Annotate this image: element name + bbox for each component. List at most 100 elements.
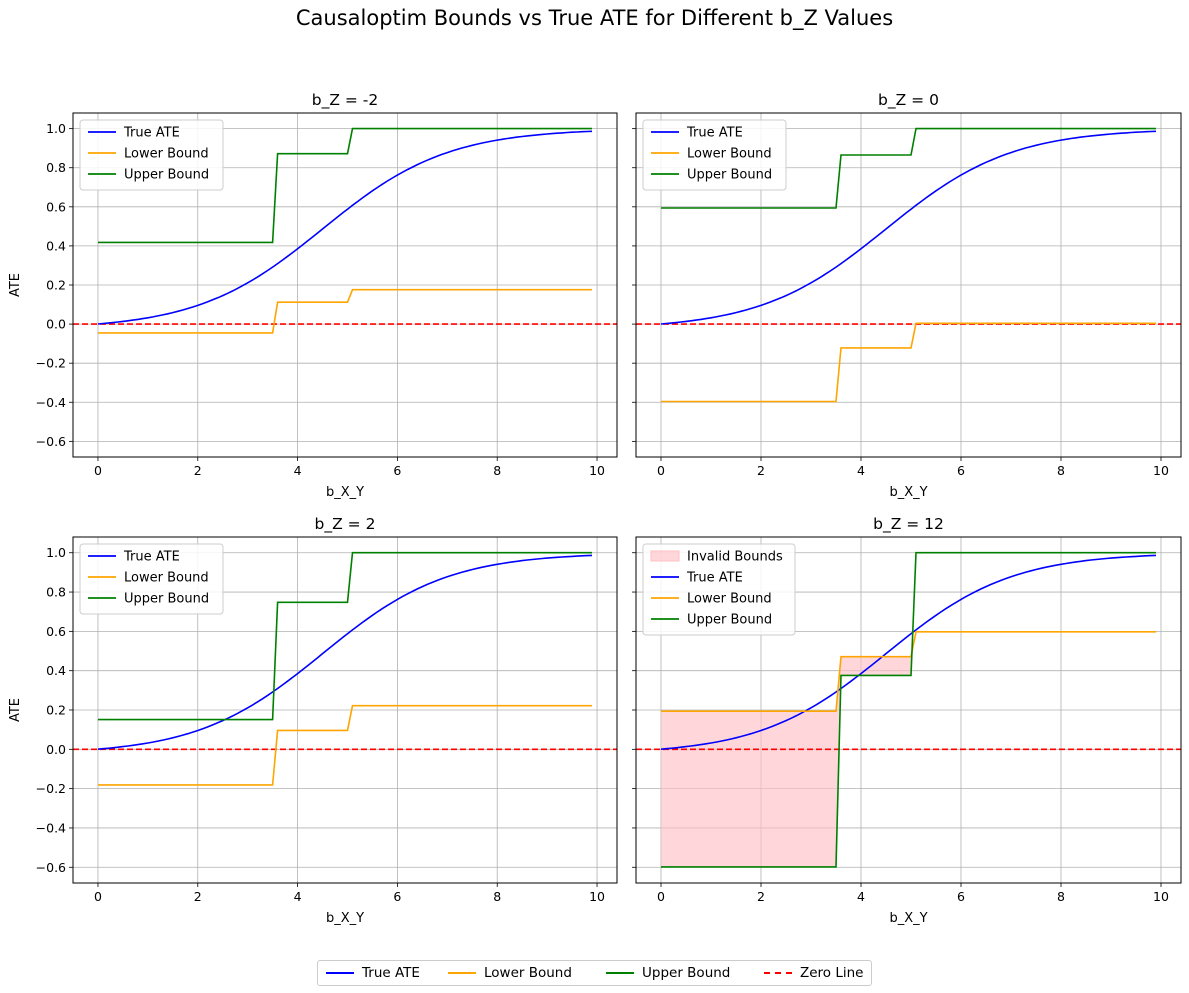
y-tick-label: −0.4 <box>36 395 66 410</box>
x-tick-label: 0 <box>657 889 665 904</box>
upper-bound-swatch <box>606 972 634 974</box>
x-axis-label: b_X_Y <box>889 485 927 500</box>
legend-label: Upper Bound <box>124 168 209 183</box>
true-ate-line <box>660 130 1157 325</box>
legend-label: Lower Bound <box>687 592 772 607</box>
x-tick-label: 6 <box>957 463 965 478</box>
lower-bound-line <box>661 631 1156 712</box>
x-axis-label: b_X_Y <box>326 485 364 500</box>
bottom-legend-item-lower-bound: Lower Bound <box>448 961 572 985</box>
legend-box <box>642 119 787 191</box>
y-axis-label: ATE <box>8 273 23 297</box>
plot-area <box>73 127 617 334</box>
lower-bound-line <box>661 322 1156 403</box>
legend-swatch-invalid-bounds <box>650 550 680 562</box>
plot-area <box>636 551 1181 868</box>
true-ate-line <box>97 130 593 325</box>
x-tick-label: 4 <box>857 463 865 478</box>
x-tick-label: 8 <box>1057 889 1065 904</box>
y-tick-label: −0.4 <box>36 820 66 835</box>
legend-label: Invalid Bounds <box>687 550 783 565</box>
upper-bound-line <box>98 127 592 244</box>
subplot-title: b_Z = 2 <box>315 515 376 534</box>
bottom-legend-label: Zero Line <box>800 965 864 981</box>
subplot-2: 0 2 4 6 8 10 b_Z = 0 b_X_Y True ATE Lower Bound Up… <box>632 91 1182 500</box>
x-axis-label: b_X_Y <box>889 911 927 926</box>
legend-label: Lower Bound <box>124 147 209 162</box>
legend-box <box>79 543 224 615</box>
subplot-3: 0 2 4 6 8 10 −0.6 −0.4 −0.2 0.0 0.2 0.4 0.6 0.8 1.0 b_Z… <box>8 515 618 926</box>
bottom-legend-item-upper-bound: Upper Bound <box>606 961 730 985</box>
x-tick-label: 8 <box>493 463 501 478</box>
x-tick-label: 2 <box>194 463 202 478</box>
y-tick-label: −0.2 <box>36 781 66 796</box>
true-ate-line <box>97 554 593 750</box>
y-tick-label: 0.4 <box>46 238 66 253</box>
figure-title: Causaloptim Bounds vs True ATE for Diffe… <box>295 6 894 30</box>
invalid-bounds-region <box>661 656 911 867</box>
y-tick-label: 0.8 <box>46 160 66 175</box>
x-tick-label: 8 <box>493 889 501 904</box>
subplot-title: b_Z = -2 <box>312 91 379 110</box>
x-tick-label: 6 <box>393 889 401 904</box>
y-tick-label: 0.0 <box>46 742 66 757</box>
y-tick-label: 0.6 <box>46 624 66 639</box>
true-ate-swatch <box>326 972 354 974</box>
subplot-title: b_Z = 12 <box>873 515 944 534</box>
bottom-legend-label: True ATE <box>362 965 420 981</box>
legend-label: True ATE <box>686 126 743 141</box>
x-tick-label: 4 <box>294 463 302 478</box>
legend-label: Upper Bound <box>687 613 772 628</box>
bottom-legend-label: Upper Bound <box>642 965 731 981</box>
upper-bound-line <box>661 127 1156 209</box>
lower-bound-line <box>98 704 592 786</box>
y-tick-label: 0.6 <box>46 199 66 214</box>
x-tick-label: 4 <box>294 889 302 904</box>
x-tick-label: 10 <box>589 889 605 904</box>
x-tick-label: 10 <box>1153 889 1169 904</box>
x-tick-label: 8 <box>1057 463 1065 478</box>
legend-box <box>642 543 796 636</box>
subplot-4: 0 2 4 6 8 10 b_Z = 12 b_X_Y Invalid Bounds True A… <box>632 515 1182 926</box>
x-tick-label: 0 <box>94 463 102 478</box>
x-tick-label: 6 <box>393 463 401 478</box>
legend-label: Lower Bound <box>124 571 209 586</box>
x-tick-label: 0 <box>94 889 102 904</box>
x-tick-label: 6 <box>957 889 965 904</box>
legend-label: True ATE <box>686 571 743 586</box>
x-tick-label: 4 <box>857 889 865 904</box>
true-ate-line <box>660 554 1157 750</box>
bottom-legend: True ATE Lower Bound Upper Bound Zero Li… <box>317 960 872 986</box>
y-tick-label: 0.8 <box>46 585 66 600</box>
y-tick-label: 0.4 <box>46 663 66 678</box>
y-tick-label: 1.0 <box>46 545 66 560</box>
legend-label: True ATE <box>123 126 180 141</box>
upper-bound-line <box>98 551 592 721</box>
y-tick-label: 0.0 <box>46 317 66 332</box>
plot-area <box>636 127 1181 403</box>
y-axis-label: ATE <box>8 698 23 722</box>
x-tick-label: 10 <box>589 463 605 478</box>
y-tick-label: −0.6 <box>36 434 66 449</box>
plot-area <box>73 551 617 786</box>
y-tick-label: −0.6 <box>36 860 66 875</box>
y-tick-label: 0.2 <box>46 703 66 718</box>
x-tick-label: 10 <box>1153 463 1169 478</box>
legend-label: Upper Bound <box>124 592 209 607</box>
x-tick-label: 2 <box>757 463 765 478</box>
bottom-legend-label: Lower Bound <box>484 965 572 981</box>
x-tick-label: 2 <box>757 889 765 904</box>
legend-label: Upper Bound <box>687 168 772 183</box>
legend-label: True ATE <box>123 550 180 565</box>
lower-bound-swatch <box>448 972 476 974</box>
bottom-legend-item-true-ate: True ATE <box>326 961 420 985</box>
zero-line-swatch <box>764 972 792 974</box>
upper-bound-line <box>661 551 1156 868</box>
x-tick-label: 2 <box>194 889 202 904</box>
subplot-title: b_Z = 0 <box>878 91 939 110</box>
y-tick-label: 0.2 <box>46 278 66 293</box>
bottom-legend-item-zero-line: Zero Line <box>764 961 864 985</box>
x-axis-label: b_X_Y <box>326 911 364 926</box>
legend-label: Lower Bound <box>687 147 772 162</box>
